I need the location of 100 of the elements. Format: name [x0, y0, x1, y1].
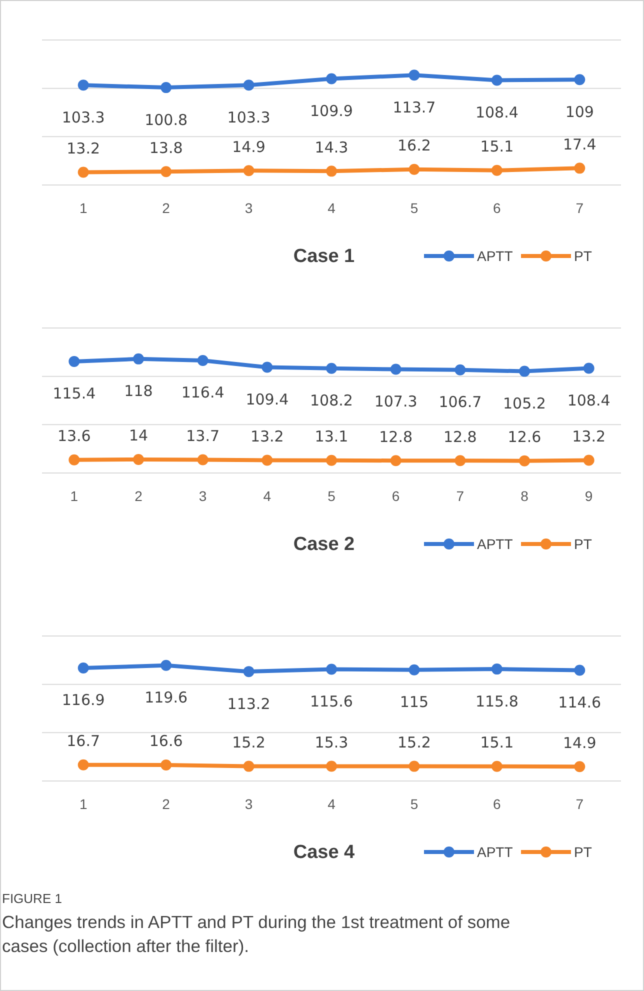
data-label: 14 [128, 426, 148, 445]
text: Changes trends in APTT and PT during the 1st treatment of some cases (collection after the filter). [2, 912, 510, 956]
x-tick-label: 7 [576, 796, 584, 812]
point [574, 664, 586, 676]
x-tick-label: 6 [493, 796, 502, 812]
data-label: 109.9 [310, 102, 353, 120]
x-tick-label: 4 [328, 796, 336, 812]
point [78, 759, 89, 770]
legend-label: APTT [477, 536, 514, 552]
point [326, 664, 337, 675]
data-label: 16.6 [149, 732, 183, 750]
x-tick-label: 1 [79, 200, 88, 216]
data-label: 15.2 [232, 734, 266, 752]
point [160, 82, 172, 94]
point [408, 664, 420, 676]
point [574, 761, 586, 772]
data-label: 17.4 [562, 135, 596, 154]
point [454, 364, 466, 376]
point [583, 454, 594, 466]
caption: FIGURE 1 [2, 891, 62, 906]
legend-label: APTT [477, 248, 514, 264]
x-tick-label: 9 [584, 488, 593, 504]
data-label: 108.4 [567, 391, 610, 410]
text: Case 4 [293, 842, 356, 863]
x-tick-label: 5 [410, 796, 418, 812]
point [197, 354, 208, 366]
point [491, 74, 502, 86]
point [326, 166, 337, 177]
point [197, 454, 208, 466]
point [583, 362, 594, 374]
point [408, 70, 420, 81]
data-label: 15.2 [398, 734, 431, 752]
data-label: 115 [400, 693, 429, 712]
data-label: 15.1 [480, 138, 514, 156]
data-label: 103.3 [62, 108, 105, 126]
point [454, 455, 466, 466]
data-label: 116.4 [181, 384, 224, 402]
point [326, 454, 337, 466]
data-label: 14.3 [314, 138, 348, 156]
point [243, 80, 254, 91]
x-tick-label: 7 [456, 488, 464, 504]
point [243, 165, 254, 176]
data-label: 15.1 [480, 734, 514, 752]
text: Case 1 [293, 246, 356, 267]
point [519, 366, 530, 377]
x-tick-label: 2 [162, 796, 170, 812]
x-tick-label: 4 [328, 200, 336, 216]
data-label: 12.6 [508, 428, 542, 446]
point [262, 454, 273, 466]
data-label: 13.8 [149, 138, 183, 157]
data-label: 108.4 [475, 103, 518, 122]
data-label: 100.8 [144, 110, 188, 129]
data-label: 115.4 [52, 384, 96, 403]
legend-label: PT [574, 844, 592, 860]
data-label: 114.6 [558, 693, 602, 712]
x-tick-label: 1 [70, 488, 78, 504]
point [519, 455, 530, 466]
data-label: 109.4 [246, 390, 289, 408]
point [160, 660, 172, 671]
point [326, 760, 337, 772]
x-tick-label: 8 [520, 488, 529, 504]
point [133, 353, 144, 364]
point [408, 760, 420, 772]
data-label: 13.2 [66, 139, 100, 158]
point [491, 760, 502, 772]
legend-label: APTT [477, 844, 514, 860]
legend-label: PT [574, 536, 592, 552]
point [408, 164, 420, 175]
x-tick-label: 6 [493, 200, 502, 216]
point [160, 166, 172, 178]
x-tick-label: 4 [263, 488, 272, 504]
point [574, 74, 586, 86]
data-label: 12.8 [379, 428, 413, 446]
data-label: 109 [565, 102, 594, 121]
x-tick-label: 1 [79, 796, 88, 812]
point [491, 664, 502, 675]
data-label: 119.6 [144, 688, 188, 707]
data-label: 13.7 [186, 427, 220, 446]
x-tick-label: 2 [162, 200, 170, 216]
point [326, 73, 337, 84]
point [390, 455, 402, 466]
point [133, 454, 144, 465]
point [68, 454, 80, 466]
point [390, 364, 402, 375]
data-label: 13.1 [314, 428, 348, 446]
x-tick-label: 3 [198, 488, 207, 504]
data-label: 16.2 [398, 136, 431, 155]
point [326, 362, 337, 374]
point [243, 666, 254, 678]
point [160, 759, 172, 770]
x-tick-label: 7 [576, 200, 584, 216]
point [491, 164, 502, 176]
data-label: 14.9 [232, 138, 266, 156]
text: Case 2 [293, 534, 355, 555]
data-label: 13.6 [57, 427, 91, 446]
x-tick-label: 6 [392, 488, 400, 504]
point [262, 362, 273, 373]
x-tick-label: 5 [410, 200, 418, 216]
point [78, 662, 89, 674]
data-label: 108.2 [310, 392, 353, 410]
